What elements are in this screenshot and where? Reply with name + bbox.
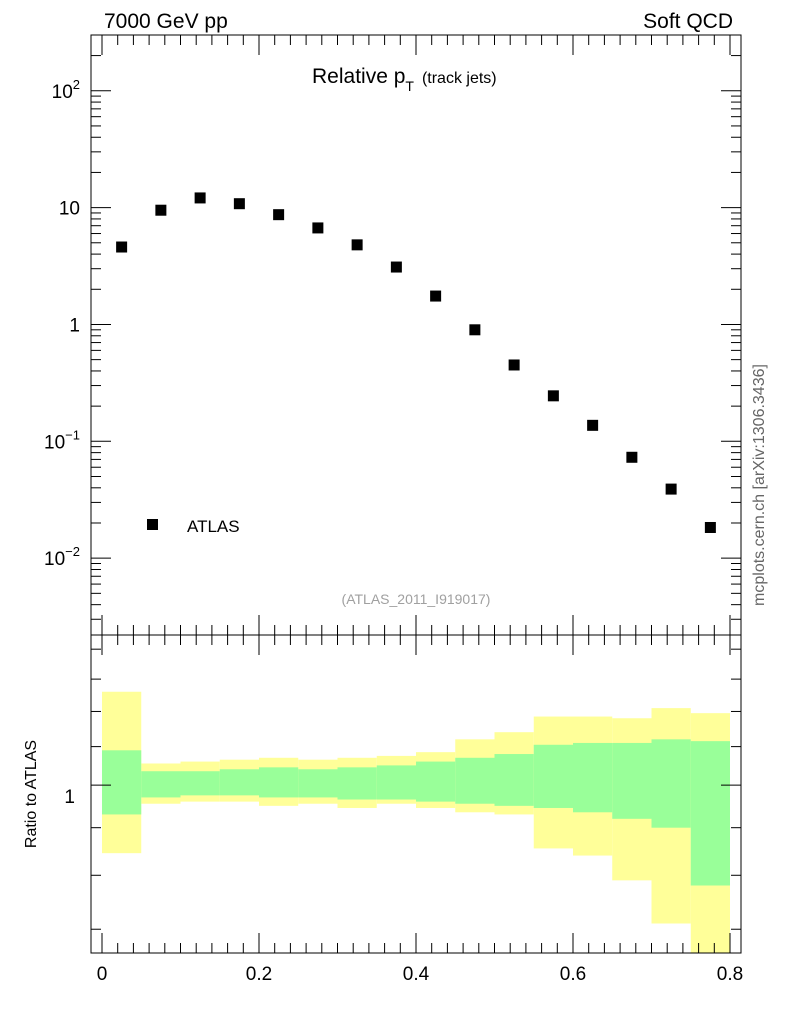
data-point	[273, 209, 285, 221]
header-right: Soft QCD	[643, 10, 733, 33]
green-band-bin	[651, 739, 691, 828]
x-tick-label: 0.6	[560, 964, 586, 985]
y-tick-label: 10−2	[44, 544, 80, 570]
x-tick-labels: 0 0.2 0.4 0.6 0.8	[97, 964, 744, 985]
data-point	[508, 359, 520, 371]
green-band-bin	[533, 744, 573, 808]
green-band-bin	[612, 742, 652, 819]
x-tick-label: 0.2	[246, 964, 272, 985]
ratio-bands	[102, 691, 730, 953]
main-y-tick-labels: 102 10 1 10−1 10−2	[44, 77, 80, 570]
green-band-bin	[337, 767, 377, 800]
data-point	[155, 204, 167, 216]
green-band-bin	[494, 754, 534, 806]
x-tick-label: 0.8	[717, 964, 743, 985]
data-point	[547, 390, 559, 402]
side-label: mcplots.cern.ch [arXiv:1306.3436]	[751, 364, 768, 606]
green-band-bin	[573, 742, 613, 813]
legend-marker	[147, 519, 158, 530]
y-tick-label: 10−1	[44, 427, 80, 453]
green-band-bin	[298, 769, 338, 798]
ratio-y-label: Ratio to ATLAS	[23, 740, 40, 848]
legend-label: ATLAS	[187, 517, 240, 536]
green-band-bin	[376, 765, 416, 800]
green-band-bin	[180, 771, 220, 796]
data-point	[430, 290, 442, 302]
plot-title-extra: (track jets)	[422, 70, 497, 87]
plot-title: Relative pT (track jets)	[312, 65, 497, 94]
x-tick-label: 0.4	[403, 964, 430, 985]
main-axis-ticks	[91, 34, 741, 635]
data-point	[390, 261, 402, 273]
data-point	[665, 483, 677, 495]
data-point	[233, 198, 245, 210]
green-band-bin	[141, 771, 181, 798]
data-points	[116, 192, 716, 533]
data-point	[626, 451, 638, 463]
y-tick-label: 102	[52, 77, 80, 103]
green-band-bin	[416, 761, 456, 802]
header-left: 7000 GeV pp	[104, 10, 228, 33]
data-point	[469, 324, 481, 336]
green-band-bin	[102, 750, 142, 815]
green-band-bin	[259, 767, 299, 798]
green-band-bin	[455, 757, 495, 804]
x-tick-label: 0	[97, 964, 108, 985]
data-point	[351, 239, 363, 251]
analysis-label: (ATLAS_2011_I919017)	[342, 591, 491, 607]
data-point	[587, 419, 599, 431]
green-band-bin	[219, 769, 259, 796]
main-plot-frame	[90, 34, 742, 636]
data-point	[116, 241, 128, 253]
plot-title-sub: T	[405, 78, 414, 94]
green-band-bin	[690, 741, 730, 886]
data-point	[194, 192, 206, 204]
ratio-axis-ticks	[91, 635, 741, 953]
plot-title-main: Relative p	[312, 65, 405, 88]
y-tick-label: 10	[59, 199, 80, 220]
data-point	[704, 521, 716, 533]
ratio-y-tick-label: 1	[64, 787, 75, 808]
y-tick-label: 1	[69, 315, 80, 336]
data-point	[312, 222, 324, 234]
